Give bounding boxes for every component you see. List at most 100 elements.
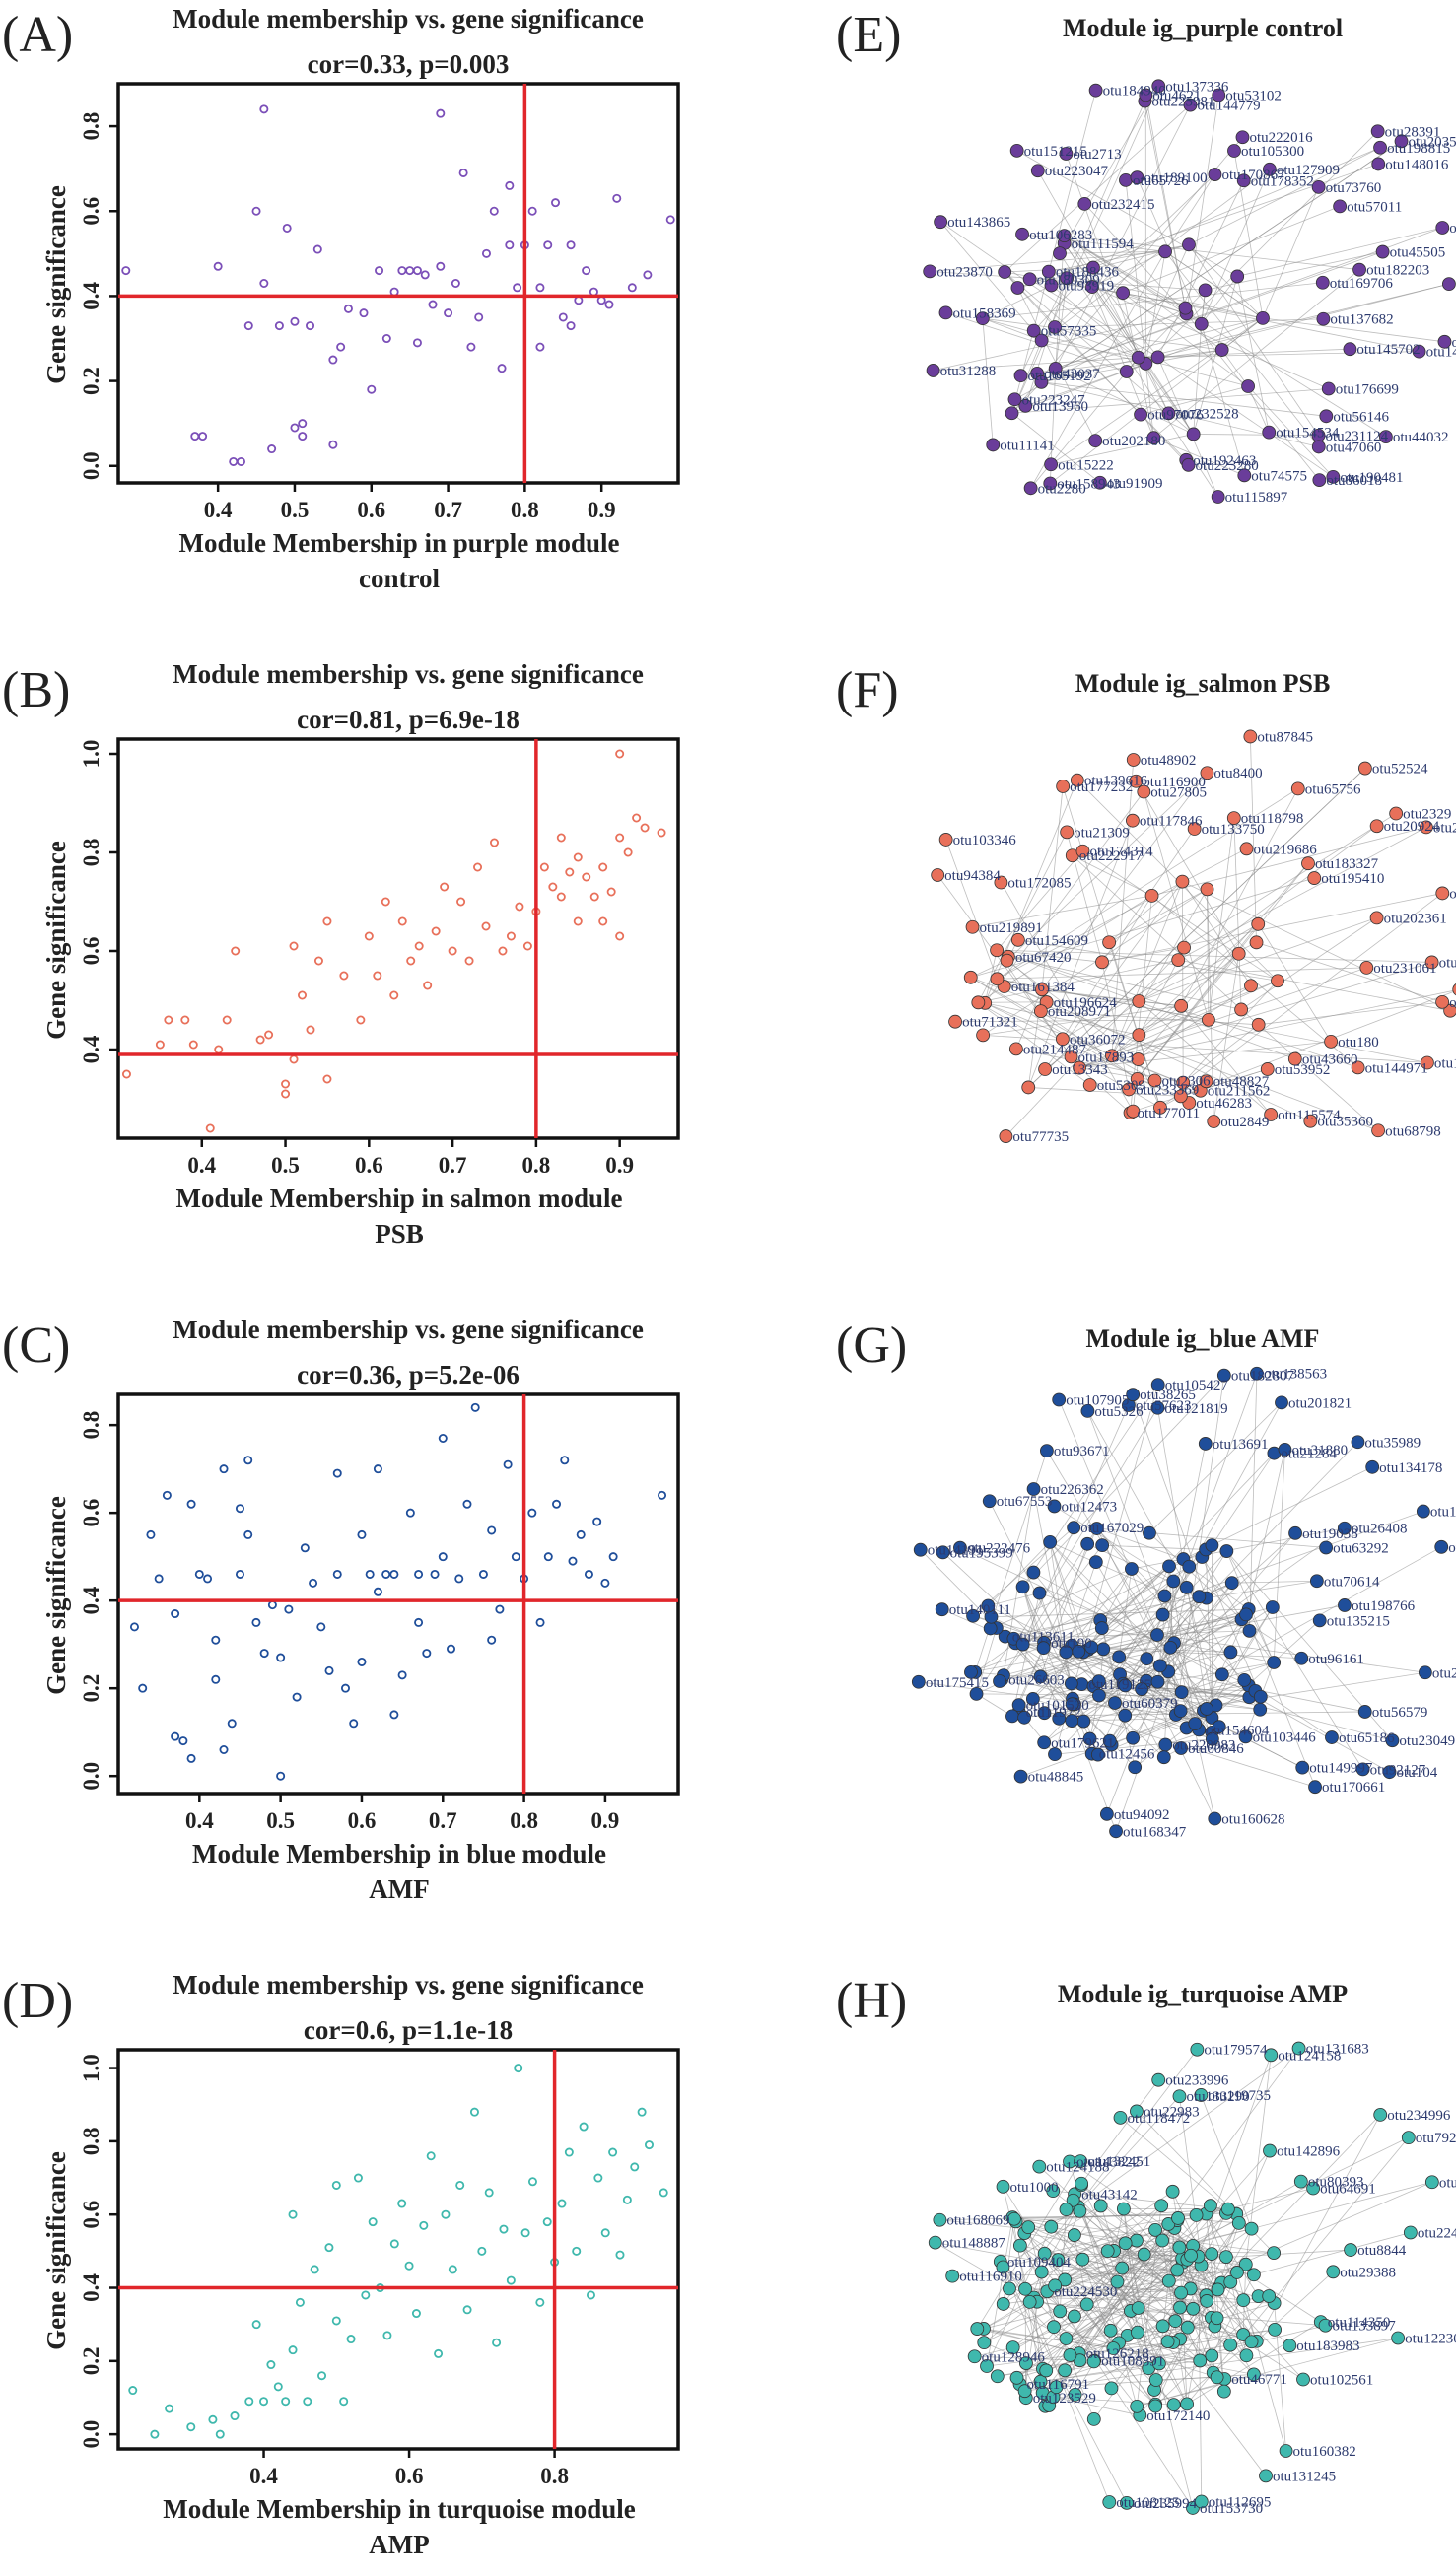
network-node: [1092, 475, 1107, 490]
node-label: otu19038: [1302, 1526, 1358, 1542]
node-label: otu113611: [1012, 1630, 1075, 1646]
network-edge: [989, 1501, 1067, 1653]
panel-letter: (E): [836, 7, 901, 63]
network-node: [1230, 269, 1245, 284]
x-tick-label: 0.8: [522, 1153, 551, 1178]
chart-subtitle: cor=0.36, p=5.2e-06: [297, 1360, 520, 1390]
data-point: [527, 2177, 537, 2187]
network-node: [982, 1494, 997, 1509]
network-edge: [1138, 244, 1190, 358]
y-tick-label: 0.8: [79, 112, 104, 141]
network-node: [1369, 819, 1384, 834]
network-node: [1173, 2300, 1187, 2315]
node-label: otu126218: [1086, 2346, 1149, 2362]
network-edge: [1135, 780, 1240, 954]
network-graph: otu61891otu186067otu60742otu115153otu144…: [931, 729, 1456, 1145]
data-point: [573, 852, 583, 862]
network-node: [1237, 1673, 1252, 1687]
network-edge: [1003, 2267, 1128, 2504]
network-title: Module ig_turquoise AMP: [1058, 1980, 1348, 2008]
network-edge: [1220, 2228, 1252, 2283]
network-node: [1131, 2325, 1144, 2339]
network-edge: [1132, 1710, 1205, 1739]
network-node: [1010, 281, 1025, 295]
node-label: otu167029: [1080, 1521, 1144, 1536]
network-node: [913, 1542, 928, 1557]
node-label: otu190: [1051, 1636, 1092, 1652]
node-label: otu121819: [1164, 1401, 1227, 1417]
node-label: otu43142: [1081, 2187, 1138, 2203]
network-edge: [1186, 95, 1219, 314]
x-tick-label: 0.7: [434, 498, 462, 522]
network-edge: [1078, 962, 1432, 1068]
network-edge: [1101, 947, 1185, 963]
data-point: [557, 2199, 567, 2208]
y-tick-label: 0.0: [79, 1762, 104, 1791]
chart-subtitle: cor=0.81, p=6.9e-18: [297, 705, 520, 734]
panel-letter: (D): [2, 1973, 73, 2029]
network-edge: [1213, 953, 1240, 1122]
node-label: otu234996: [1387, 2108, 1451, 2124]
data-point: [186, 2422, 196, 2432]
network-node: [1075, 844, 1090, 858]
network-edge: [1078, 1067, 1131, 1114]
data-point: [129, 1622, 139, 1632]
data-point: [539, 862, 549, 872]
network-node: [1060, 271, 1075, 286]
network-node: [1190, 2042, 1205, 2057]
network-edge: [1206, 2213, 1225, 2392]
node-label: otu192463: [1193, 453, 1256, 469]
node-label: otu11141: [1000, 438, 1055, 453]
network-node: [1033, 1004, 1048, 1019]
data-point: [138, 1683, 148, 1693]
data-point: [566, 321, 576, 331]
node-label: otu107905: [1066, 1393, 1129, 1409]
network-node: [1312, 1613, 1327, 1628]
network-edge: [1054, 318, 1324, 328]
data-point: [288, 2345, 298, 2355]
node-label: otu175415: [926, 1675, 989, 1691]
network-node: [963, 970, 978, 984]
network-node: [1333, 199, 1348, 214]
data-point: [219, 1464, 229, 1474]
network-edge: [1138, 984, 1252, 1060]
network-node: [1012, 2238, 1027, 2253]
data-point: [558, 312, 568, 322]
x-tick-label: 0.9: [591, 1808, 620, 1833]
network-edge: [1051, 2048, 1299, 2227]
data-point: [414, 1617, 424, 1627]
network-node: [1187, 822, 1202, 836]
data-point: [331, 2316, 341, 2326]
plot-area: 0.4 0.5 0.6 0.7 0.8 0.9 0.0 0.2 0.4 0.6 0.8: [79, 1392, 680, 1833]
network-node: [1168, 2314, 1183, 2329]
data-point: [657, 828, 666, 838]
network-edge: [1096, 1527, 1184, 1560]
network-node: [1131, 2301, 1145, 2315]
data-point: [289, 941, 299, 951]
node-label: otu48845: [1028, 1770, 1084, 1786]
network-node: [1244, 2221, 1259, 2236]
network-edge: [1011, 1527, 1097, 1717]
network-edge: [1051, 434, 1194, 465]
data-point: [436, 261, 446, 271]
network-edge: [1240, 917, 1377, 1010]
node-label: otu179574: [1204, 2043, 1268, 2059]
network-edge: [1095, 1561, 1182, 1712]
y-axis-label: Gene significance: [41, 841, 71, 1040]
plot-frame: [116, 1392, 680, 1796]
network-node: [1301, 856, 1315, 871]
data-point: [162, 1490, 172, 1500]
network-node: [1385, 1733, 1400, 1748]
network-node: [1234, 1002, 1249, 1017]
network-edge: [996, 949, 1295, 1059]
network-node: [1308, 1780, 1322, 1795]
network-node: [1052, 1711, 1067, 1726]
node-label: otu135215: [1327, 1613, 1390, 1629]
network-edge: [1055, 368, 1194, 435]
network-node: [1075, 2252, 1090, 2267]
data-point: [190, 432, 200, 441]
node-label: otu178352: [1251, 173, 1314, 189]
network-edge: [991, 1608, 1249, 1618]
node-label: otu170661: [1322, 1780, 1385, 1796]
data-point: [404, 2261, 414, 2271]
